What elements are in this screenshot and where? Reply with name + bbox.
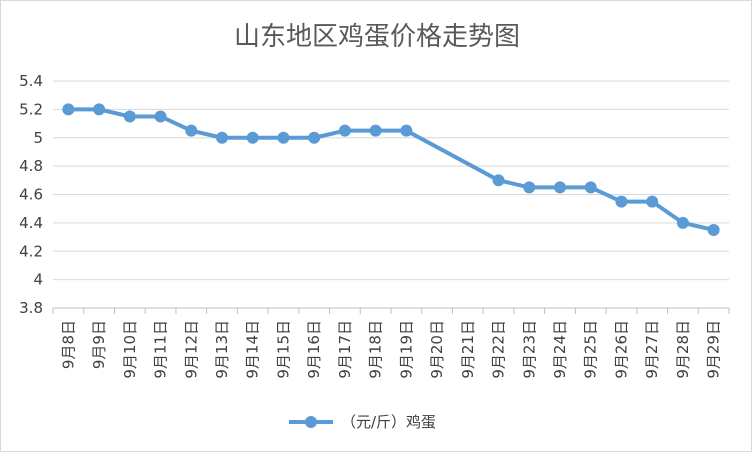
chart-title: 山东地区鸡蛋价格走势图 xyxy=(234,22,520,52)
data-point xyxy=(308,131,321,144)
data-point xyxy=(584,181,597,194)
y-tick-label: 4.8 xyxy=(19,157,43,175)
series-layer xyxy=(62,103,720,236)
data-point xyxy=(554,181,566,194)
data-point xyxy=(246,131,259,144)
x-tick-label: 9月22日 xyxy=(490,320,508,379)
x-tick-label: 9月18日 xyxy=(367,320,385,379)
x-axis-tick-labels: 9月8日 9月9日 9月10日 9月11日 9月12日 9月13日 9月14日 9月15日 9月… xyxy=(59,320,722,379)
x-tick-label: 9月15日 xyxy=(274,320,292,379)
x-tick-label: 9月16日 xyxy=(305,320,323,379)
data-point xyxy=(523,181,536,194)
x-tick-label: 9月28日 xyxy=(674,320,692,379)
data-point xyxy=(62,103,75,116)
x-tick-label: 9月12日 xyxy=(182,320,200,379)
y-tick-label: 4.2 xyxy=(19,242,43,260)
legend-marker-swatch xyxy=(305,416,317,428)
gridlines xyxy=(52,80,730,314)
data-point xyxy=(676,216,689,229)
data-point xyxy=(93,103,106,116)
x-tick-label: 9月25日 xyxy=(582,320,600,379)
data-point xyxy=(338,124,351,137)
y-tick-label: 5.2 xyxy=(19,100,43,118)
x-tick-label: 9月17日 xyxy=(336,320,354,379)
y-tick-label: 3.8 xyxy=(19,299,43,317)
data-point xyxy=(707,223,720,236)
y-tick-label: 4 xyxy=(33,271,43,289)
data-point xyxy=(646,195,659,208)
x-tick-label: 9月19日 xyxy=(397,320,415,379)
y-tick-label: 4.4 xyxy=(19,214,43,232)
x-tick-label: 9月9日 xyxy=(90,320,108,369)
y-tick-label: 4.6 xyxy=(19,186,43,204)
x-tick-label: 9月26日 xyxy=(612,320,630,379)
x-tick-label: 9月13日 xyxy=(213,320,231,379)
x-tick-label: 9月8日 xyxy=(59,320,77,369)
data-point xyxy=(123,110,136,123)
x-tick-label: 9月24日 xyxy=(551,320,569,379)
x-tick-label: 9月10日 xyxy=(121,320,139,379)
data-point xyxy=(185,124,198,137)
data-point xyxy=(216,131,228,144)
x-tick-label: 9月20日 xyxy=(428,320,446,379)
y-tick-label: 5 xyxy=(33,129,43,147)
x-tick-label: 9月11日 xyxy=(152,320,170,379)
x-tick-label: 9月21日 xyxy=(459,320,477,379)
x-tick-label: 9月23日 xyxy=(520,320,538,379)
data-point xyxy=(154,110,167,123)
data-point xyxy=(277,131,290,144)
x-tick-label: 9月29日 xyxy=(705,320,723,379)
legend-label: （元/斤）鸡蛋 xyxy=(341,413,436,431)
series-line xyxy=(68,107,715,232)
data-point xyxy=(615,195,628,208)
data-point xyxy=(492,174,505,187)
data-point xyxy=(400,124,413,137)
y-axis-tick-labels: 3.8 4 4.2 4.4 4.6 4.8 5 5.2 5.4 xyxy=(19,72,43,317)
y-tick-label: 5.4 xyxy=(19,72,43,90)
x-tick-label: 9月27日 xyxy=(643,320,661,379)
data-point xyxy=(369,124,382,137)
legend: （元/斤）鸡蛋 xyxy=(289,413,436,431)
x-tick-label: 9月14日 xyxy=(244,320,262,379)
